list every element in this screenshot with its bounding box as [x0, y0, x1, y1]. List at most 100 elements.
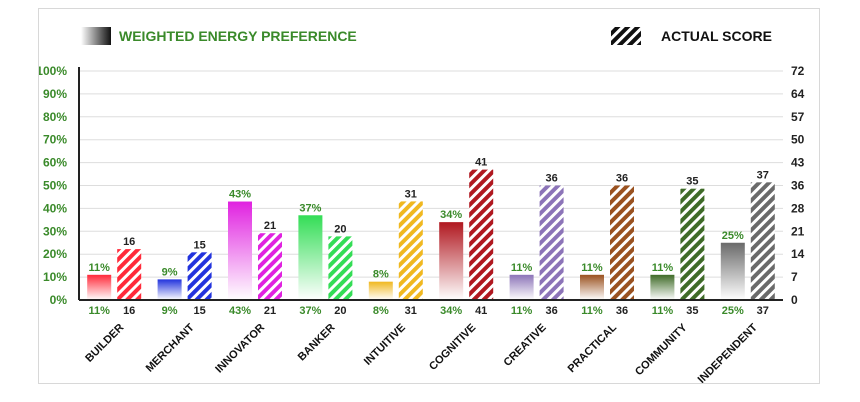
- category-label: COGNITIVE: [427, 322, 478, 373]
- y-right-tick: 50: [791, 133, 805, 147]
- y-right-tick: 57: [791, 110, 805, 124]
- data-label-actual: 16: [123, 236, 135, 248]
- category-label: CREATIVE: [501, 322, 548, 369]
- category-label: PRACTICAL: [566, 321, 620, 375]
- legend-weighted-label: WEIGHTED ENERGY PREFERENCE: [119, 28, 357, 44]
- value-below-actual: 21: [264, 305, 276, 317]
- bar-actual-builder: [117, 249, 142, 300]
- value-below-weighted: 8%: [373, 305, 389, 317]
- value-below-weighted: 11%: [652, 305, 674, 317]
- data-label-actual: 21: [264, 220, 276, 232]
- bar-weighted-innovator: [228, 201, 252, 300]
- data-label-actual: 35: [686, 176, 698, 188]
- bar-actual-practical: [610, 185, 634, 300]
- y-left-tick: 60%: [43, 156, 67, 170]
- y-right-tick: 64: [791, 87, 805, 101]
- data-label-actual: 31: [405, 188, 417, 200]
- y-left-tick: 10%: [43, 270, 67, 284]
- chart-frame: WEIGHTED ENERGY PREFERENCE ACTUAL SCORE …: [38, 8, 820, 384]
- y-left-tick: 90%: [43, 87, 67, 101]
- category-label: BUILDER: [83, 322, 126, 365]
- data-label-weighted: 11%: [581, 262, 603, 274]
- chart-svg: WEIGHTED ENERGY PREFERENCE ACTUAL SCORE …: [39, 27, 805, 383]
- y-left-tick: 0%: [50, 293, 68, 307]
- labels: 11% 16 11% 16 BUILDER 9% 15 9% 15 MERCHANT 43% 21 43…: [83, 157, 769, 383]
- bar-weighted-intuitive: [368, 281, 393, 300]
- bar-weighted-creative: [509, 274, 534, 300]
- category-label: MERCHANT: [144, 321, 197, 374]
- legend-actual-label: ACTUAL SCORE: [661, 28, 772, 44]
- bar-actual-innovator: [258, 233, 282, 300]
- bar-weighted-community: [650, 274, 675, 300]
- y-right-tick: 7: [791, 270, 798, 284]
- y-right-tick: 43: [791, 156, 805, 170]
- data-label-actual: 37: [757, 169, 769, 181]
- y-left-tick: 20%: [43, 247, 67, 261]
- value-below-weighted: 9%: [162, 305, 178, 317]
- y-right-tick: 14: [791, 247, 805, 261]
- value-below-weighted: 11%: [511, 305, 533, 317]
- data-label-weighted: 8%: [373, 269, 389, 281]
- value-below-actual: 37: [757, 305, 769, 317]
- data-label-weighted: 11%: [88, 262, 110, 274]
- category-label: COMMUNITY: [633, 321, 690, 378]
- value-below-actual: 41: [475, 305, 487, 317]
- value-below-actual: 36: [616, 305, 628, 317]
- category-label: INTUITIVE: [362, 322, 408, 368]
- bar-actual-independent: [750, 182, 775, 300]
- y-right-tick: 28: [791, 201, 805, 215]
- y-left-tick: 40%: [43, 201, 67, 215]
- bar-weighted-builder: [87, 274, 112, 300]
- bar-weighted-cognitive: [439, 222, 464, 300]
- y-left-tick: 80%: [43, 110, 67, 124]
- y-left-tick: 100%: [39, 64, 67, 78]
- legend-actual-swatch: [611, 27, 641, 45]
- y-right-tick: 36: [791, 179, 805, 193]
- data-label-actual: 41: [475, 157, 487, 169]
- y-right-tick: 21: [791, 224, 805, 238]
- bar-weighted-merchant: [157, 279, 182, 300]
- axes: 0% 0 10% 7 20% 14 30% 21 40% 28 50% 36 60% 43 70% 50 80%…: [39, 64, 805, 307]
- value-below-weighted: 37%: [299, 305, 321, 317]
- data-label-actual: 15: [193, 239, 205, 251]
- bar-weighted-practical: [580, 274, 604, 300]
- value-below-weighted: 25%: [722, 305, 744, 317]
- grid: [79, 70, 783, 301]
- category-label: INNOVATOR: [213, 322, 267, 376]
- value-below-actual: 15: [193, 305, 205, 317]
- legend: WEIGHTED ENERGY PREFERENCE ACTUAL SCORE: [81, 27, 772, 45]
- y-left-tick: 50%: [43, 179, 67, 193]
- data-label-actual: 20: [334, 223, 346, 235]
- bar-actual-community: [680, 188, 705, 300]
- data-label-weighted: 43%: [229, 189, 251, 201]
- bar-actual-cognitive: [469, 169, 494, 300]
- value-below-weighted: 11%: [581, 305, 603, 317]
- y-right-tick: 0: [791, 293, 798, 307]
- data-label-weighted: 34%: [440, 209, 462, 221]
- bars: [87, 169, 775, 300]
- bar-actual-intuitive: [398, 201, 423, 300]
- bar-actual-creative: [539, 185, 564, 300]
- y-left-tick: 70%: [43, 133, 67, 147]
- value-below-weighted: 11%: [88, 305, 110, 317]
- bar-actual-banker: [328, 236, 353, 300]
- y-right-tick: 72: [791, 64, 805, 78]
- value-below-actual: 36: [545, 305, 557, 317]
- data-label-actual: 36: [545, 173, 557, 185]
- data-label-weighted: 9%: [162, 266, 178, 278]
- legend-weighted-swatch: [81, 27, 111, 45]
- category-label: INDEPENDENT: [696, 321, 760, 383]
- value-below-actual: 16: [123, 305, 135, 317]
- bar-weighted-independent: [720, 242, 745, 300]
- value-below-actual: 31: [405, 305, 417, 317]
- data-label-actual: 36: [616, 173, 628, 185]
- data-label-weighted: 11%: [652, 262, 674, 274]
- bar-actual-merchant: [187, 252, 212, 300]
- data-label-weighted: 25%: [722, 230, 744, 242]
- value-below-actual: 20: [334, 305, 346, 317]
- value-below-weighted: 34%: [440, 305, 462, 317]
- y-left-tick: 30%: [43, 224, 67, 238]
- value-below-actual: 35: [686, 305, 698, 317]
- data-label-weighted: 37%: [299, 202, 321, 214]
- bar-weighted-banker: [298, 215, 323, 300]
